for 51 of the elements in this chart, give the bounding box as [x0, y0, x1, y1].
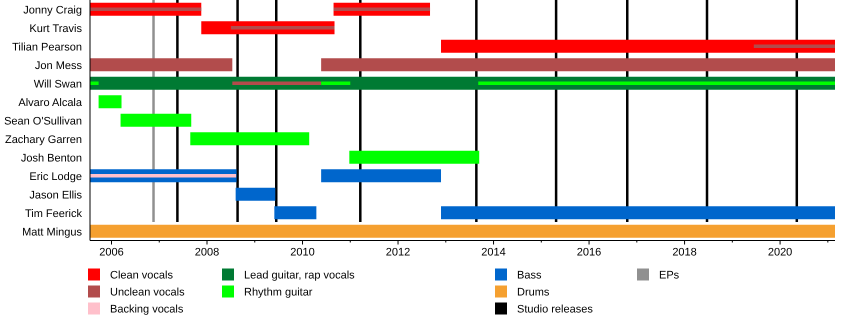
x-tick-label: 2010 — [290, 246, 315, 258]
bar — [321, 82, 350, 85]
bar — [232, 82, 322, 85]
x-tick-label: 2008 — [194, 246, 220, 258]
y-tick-label: Tim Feerick — [24, 208, 82, 220]
legend-label: Backing vocals — [110, 304, 184, 316]
legend-label: Lead guitar, rap vocals — [244, 270, 356, 282]
bar — [441, 206, 835, 220]
bar — [478, 82, 835, 85]
legend-label: Unclean vocals — [110, 286, 186, 298]
y-tick-label: Kurt Travis — [29, 22, 82, 35]
legend-label: EPs — [659, 270, 680, 282]
y-tick-label: Sean O'Sullivan — [4, 115, 82, 128]
x-tick-label: 2006 — [99, 246, 124, 258]
y-tick-label: Tilian Pearson — [12, 41, 82, 54]
bar — [334, 8, 430, 11]
bar — [98, 95, 122, 108]
y-tick-label: Alvaro Alcala — [18, 96, 83, 109]
bar — [441, 40, 835, 53]
x-tick-label: 2020 — [768, 246, 792, 258]
bar — [190, 132, 310, 146]
x-tick-label: 2014 — [481, 246, 506, 258]
legend-label: Clean vocals — [110, 270, 174, 282]
bar — [90, 174, 236, 178]
bar — [90, 8, 202, 11]
bar — [236, 188, 276, 201]
y-tick-label: Matt Mingus — [22, 226, 82, 238]
bar — [90, 82, 99, 85]
y-tick-label: Zachary Garren — [4, 134, 82, 146]
bar — [90, 58, 232, 72]
bar — [120, 114, 192, 127]
x-tick-label: 2018 — [672, 246, 697, 258]
y-tick-label: Josh Benton — [20, 152, 82, 164]
bar — [321, 58, 835, 72]
y-tick-label: Jason Ellis — [29, 189, 82, 202]
legend-label: Bass — [517, 270, 542, 282]
bar — [321, 169, 442, 182]
bar — [274, 206, 316, 220]
legend-label: Studio releases — [517, 304, 594, 316]
legend-label: Rhythm guitar — [244, 286, 313, 298]
y-tick-label: Will Swan — [34, 78, 82, 90]
x-tick-label: 2012 — [386, 246, 410, 258]
x-tick-label: 2016 — [576, 246, 602, 258]
bar — [230, 26, 335, 30]
y-tick-label: Jonny Craig — [23, 4, 82, 16]
bar — [754, 44, 835, 48]
y-tick-label: Jon Mess — [34, 60, 82, 72]
y-tick-label: Eric Lodge — [29, 170, 82, 183]
legend-label: Drums — [517, 286, 550, 298]
bar — [349, 150, 480, 164]
bar — [90, 224, 835, 238]
